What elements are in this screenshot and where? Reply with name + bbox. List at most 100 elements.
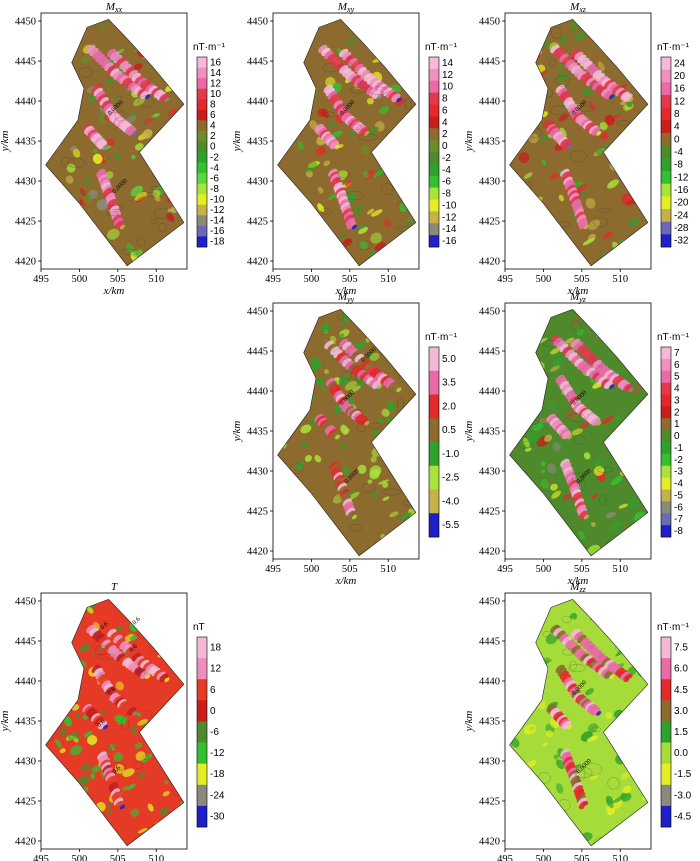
colorbar-label: 0 — [674, 431, 680, 442]
field-patch — [514, 328, 522, 335]
field-patch — [569, 29, 576, 35]
colorbar-cell — [661, 69, 671, 83]
colorbar-label: -8 — [210, 184, 219, 195]
field-patch — [528, 696, 538, 705]
colorbar-cell — [661, 525, 671, 538]
colorbar-label: -4 — [210, 163, 219, 174]
field-patch — [410, 412, 416, 419]
field-patch — [284, 200, 292, 210]
field-patch — [509, 615, 519, 621]
contour-label: 0.6 — [107, 686, 118, 697]
contour-line — [380, 183, 394, 195]
contour-line — [593, 837, 609, 846]
field-patch — [586, 735, 599, 742]
contour-line — [45, 64, 51, 74]
field-patch — [350, 161, 362, 169]
field-patch — [167, 143, 176, 152]
field-patch — [602, 21, 613, 31]
colorbar-cell — [661, 358, 671, 372]
survey-outline — [509, 599, 649, 847]
field-patch — [63, 716, 73, 727]
field-patch — [278, 79, 286, 87]
field-patch — [175, 60, 181, 66]
colorbar-cell — [429, 235, 439, 248]
contour-line — [298, 542, 311, 551]
contour-line — [286, 374, 295, 382]
colorbar-label: -20 — [674, 198, 689, 209]
x-tick-label: 505 — [574, 274, 590, 285]
field-patch — [77, 776, 90, 785]
contour-line — [567, 413, 585, 422]
map-field — [509, 309, 648, 556]
field-patch — [277, 41, 283, 50]
x-tick-label: 510 — [148, 854, 164, 861]
field-patch — [277, 461, 282, 469]
contour-line — [356, 421, 366, 432]
anomaly-low — [351, 514, 357, 520]
field-patch — [592, 828, 604, 839]
colorbar-cell — [429, 370, 439, 395]
colorbar-cell — [661, 158, 671, 172]
field-patch — [80, 187, 86, 197]
y-axis-label: y/km — [231, 131, 243, 153]
field-patch — [389, 511, 399, 518]
contour-line — [362, 482, 375, 493]
field-patch — [641, 354, 647, 365]
field-patch — [399, 203, 407, 213]
survey-outline — [509, 19, 649, 267]
field-patch — [54, 233, 66, 243]
contour-line — [357, 240, 373, 250]
anomaly-low — [566, 724, 573, 730]
colorbar-label: 12 — [210, 78, 222, 89]
field-patch — [285, 524, 297, 533]
field-patch — [63, 235, 71, 243]
y-tick-label: 4420 — [15, 837, 36, 848]
field-patch — [333, 121, 340, 127]
contour-line — [628, 473, 642, 478]
field-patch — [354, 341, 367, 350]
field-patch — [374, 241, 386, 252]
colorbar-cell — [661, 430, 671, 443]
anomaly-low — [596, 421, 602, 426]
colorbar-cell — [197, 637, 207, 659]
field-patch — [539, 646, 549, 653]
y-tick-label: 4420 — [479, 547, 500, 558]
field-patch — [605, 795, 614, 805]
field-patch — [551, 490, 561, 499]
panel-title-sub: xx — [114, 5, 123, 14]
colorbar-label: 14 — [442, 58, 454, 69]
contour-line — [578, 105, 593, 113]
colorbar-label: 3.0 — [674, 706, 688, 717]
contour-line — [369, 86, 388, 95]
colorbar-label: 4 — [442, 117, 448, 128]
field-patch — [640, 262, 648, 266]
field-patch — [135, 751, 146, 761]
field-patch — [635, 453, 642, 459]
field-patch — [558, 653, 571, 664]
contour-line — [570, 150, 587, 163]
field-patch — [145, 599, 157, 603]
field-patch — [638, 766, 647, 775]
contour-line — [45, 620, 53, 630]
field-patch — [535, 542, 549, 553]
field-patch — [383, 257, 395, 266]
colorbar-label: -12 — [210, 748, 225, 759]
field-patch — [45, 19, 48, 29]
field-patch — [582, 238, 595, 246]
contour-line — [406, 138, 416, 145]
field-patch — [390, 152, 397, 163]
field-patch — [167, 624, 175, 631]
field-patch — [174, 79, 181, 88]
field-patch — [520, 334, 527, 343]
field-patch — [636, 535, 642, 541]
colorbar-label: 4 — [210, 121, 216, 132]
contour-line — [568, 663, 586, 673]
contour-label: 0.6 — [96, 718, 107, 729]
field-patch — [622, 614, 627, 621]
colorbar-cell — [661, 95, 671, 108]
contour-line — [56, 653, 66, 662]
x-tick-label: 500 — [536, 274, 552, 285]
field-patch — [323, 160, 331, 167]
field-patch — [582, 19, 594, 25]
